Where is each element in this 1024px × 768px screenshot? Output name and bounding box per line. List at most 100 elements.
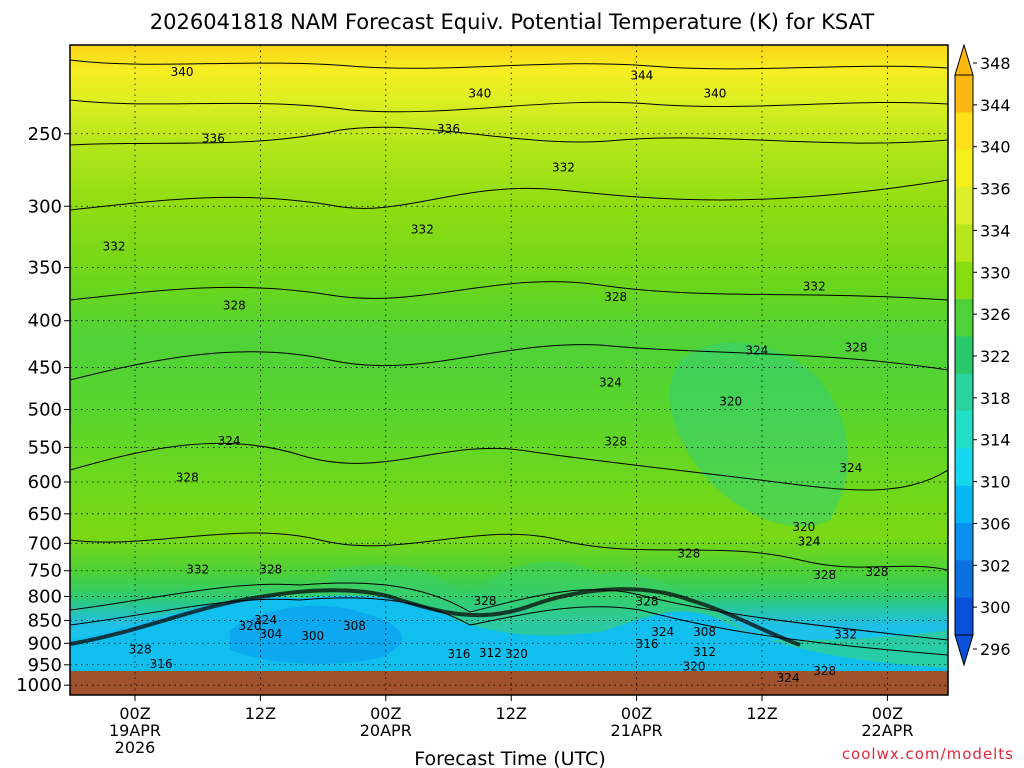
x-tick-date: 19APR [109,721,161,740]
contour-label: 328 [223,299,246,313]
contour-label: 328 [813,664,836,678]
colorbar-label: 348 [980,54,1011,73]
x-tick-time: 00Z [119,704,150,723]
colorbar-label: 336 [980,180,1011,199]
y-tick-label: 600 [28,472,62,493]
y-tick-label: 950 [28,655,62,676]
contour-label: 316 [447,647,470,661]
colorbar-swatch [955,112,973,151]
contour-label: 328 [129,642,152,656]
contour-label: 316 [636,637,659,651]
x-tick-time: 00Z [621,704,652,723]
contour-label: 304 [259,627,282,641]
contour-label: 336 [437,122,460,136]
y-tick-label: 500 [28,399,62,420]
y-tick-label: 300 [28,196,62,217]
contour-label: 308 [343,619,366,633]
contour-label: 300 [301,629,324,643]
colorbar-swatch [955,336,973,375]
contour-label: 328 [176,470,199,484]
y-tick-label: 350 [28,258,62,279]
contour-label: 320 [719,394,742,408]
colorbar-legend: 348 344 340 336 334 330 326 322 318 314 310 306 302 3… [954,43,1011,667]
contour-label: 312 [479,646,502,660]
colorbar-bottom-arrow [954,634,974,667]
colorbar-label: 326 [980,305,1011,324]
plot-frame [69,44,949,696]
colorbar-label: 330 [980,263,1011,282]
contour-label: 332 [103,240,126,254]
contour-label: 320 [792,520,815,534]
x-tick-time: 00Z [872,704,903,723]
contour-label: 328 [636,594,659,608]
colorbar-swatch [955,411,973,449]
colorbar-swatch [955,299,973,337]
colorbar-label: 300 [980,598,1011,617]
contour-label: 332 [834,627,857,641]
colorbar-swatch [955,187,973,225]
contour-label: 340 [171,65,194,79]
contour-label: 328 [813,568,836,582]
contour-label: 332 [411,222,434,236]
y-tick-label: 550 [28,437,62,458]
plot-area [70,45,948,675]
x-tick-date: 21APR [611,721,663,740]
colorbar-label: 322 [980,347,1011,366]
colorbar-frame [954,74,974,636]
colorbar-label: 334 [980,221,1011,240]
source-credit: coolwx.com/modelts [842,745,1014,763]
contour-label: 340 [704,87,727,101]
y-tick-label: 250 [28,124,62,145]
cool-upper-region [669,342,849,527]
colorbar-label: 296 [980,640,1011,659]
contour-label: 324 [218,434,241,448]
contour-label: 328 [865,565,888,579]
inversion-band [70,587,801,647]
contour-label: 324 [745,343,768,357]
contour-label: 336 [202,132,225,146]
x-tick-year: 2026 [115,738,156,757]
y-tick-label: 400 [28,311,62,332]
contour-label: 324 [839,461,862,475]
x-tick-time: 12Z [496,704,527,723]
contour-label: 308 [693,625,716,639]
colorbar-swatch [955,149,973,188]
colorbar-label: 310 [980,473,1011,492]
colorbar-swatch [955,261,973,300]
colorbar-label: 344 [980,96,1011,115]
contour-label: 320 [683,659,706,673]
contour-label: 332 [803,279,826,293]
y-tick-label: 650 [28,504,62,525]
colorbar-swatch [955,448,973,487]
y-tick-label: 450 [28,358,62,379]
contour-label: 324 [599,375,622,389]
contour-label: 328 [604,290,627,304]
contour-label: 340 [468,87,491,101]
y-tick-label: 900 [28,633,62,654]
colorbar-swatch [955,224,973,263]
colorbar-swatch [955,485,973,524]
contour-label: 344 [630,69,653,83]
contour-label: 328 [677,546,700,560]
colorbar-swatch [955,560,973,599]
colorbar-label: 318 [980,389,1011,408]
chart-title: 2026041818 NAM Forecast Equiv. Potential… [150,10,875,34]
contour-label: 328 [604,435,627,449]
y-tick-label: 850 [28,611,62,632]
colorbar-swatch [955,373,973,412]
y-tick-label: 700 [28,533,62,554]
colorbar-label: 314 [980,431,1011,450]
contour-label: 332 [552,160,575,174]
x-tick-date: 20APR [360,721,412,740]
contour-label: 320 [505,647,528,661]
colorbar-swatch [955,597,973,636]
colorbar-swatch [955,75,973,113]
contour-label: 328 [474,594,497,608]
y-tick-label: 800 [28,586,62,607]
contour-label: 324 [254,613,277,627]
y-tick-label: 750 [28,561,62,582]
contour-label: 324 [777,671,800,685]
colorbar-label: 302 [980,556,1011,575]
